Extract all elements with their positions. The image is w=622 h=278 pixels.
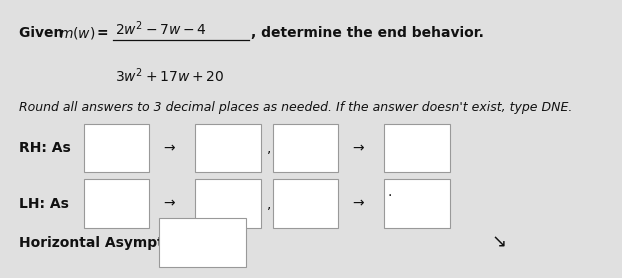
Text: =: = — [96, 26, 108, 40]
Text: LH: As: LH: As — [19, 197, 68, 211]
Text: $m(w)$: $m(w)$ — [59, 25, 96, 41]
Text: Horizontal Asymptote:: Horizontal Asymptote: — [19, 235, 195, 250]
Text: $2w^2 - 7w - 4$: $2w^2 - 7w - 4$ — [115, 19, 207, 38]
Text: ,: , — [267, 141, 271, 155]
Text: $3w^2 + 17w + 20$: $3w^2 + 17w + 20$ — [115, 67, 224, 85]
Text: Given: Given — [19, 26, 68, 40]
Text: ,: , — [267, 197, 271, 211]
FancyBboxPatch shape — [384, 179, 450, 228]
FancyBboxPatch shape — [195, 124, 261, 172]
Text: →: → — [352, 197, 364, 211]
FancyBboxPatch shape — [273, 124, 338, 172]
FancyBboxPatch shape — [273, 179, 338, 228]
Text: ↘: ↘ — [491, 234, 506, 252]
Text: →: → — [163, 197, 175, 211]
Text: , determine the end behavior.: , determine the end behavior. — [251, 26, 483, 40]
FancyBboxPatch shape — [84, 179, 149, 228]
Text: Round all answers to 3 decimal places as needed. If the answer doesn't exist, ty: Round all answers to 3 decimal places as… — [19, 101, 572, 115]
Text: .: . — [388, 185, 392, 199]
FancyBboxPatch shape — [159, 218, 246, 267]
Text: RH: As: RH: As — [19, 141, 70, 155]
FancyBboxPatch shape — [384, 124, 450, 172]
Text: →: → — [163, 141, 175, 155]
Text: →: → — [352, 141, 364, 155]
FancyBboxPatch shape — [195, 179, 261, 228]
FancyBboxPatch shape — [84, 124, 149, 172]
